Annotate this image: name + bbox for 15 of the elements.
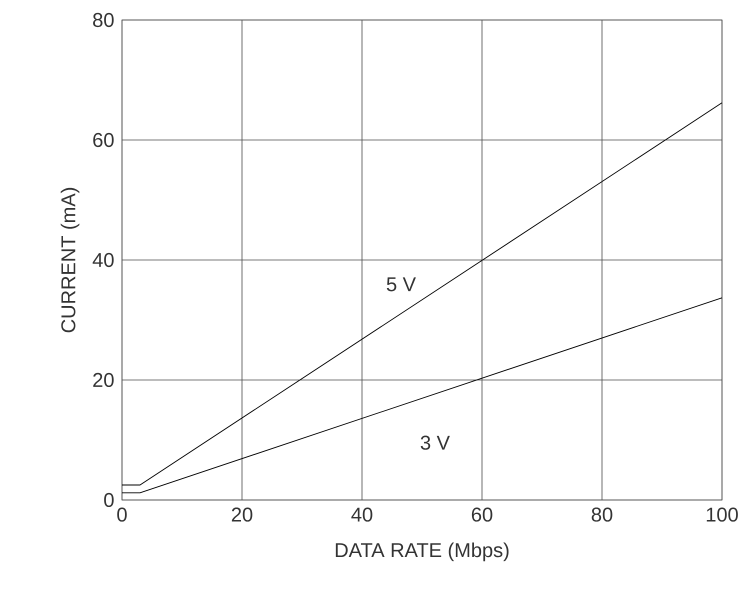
x-tick-label: 20 — [232, 508, 252, 522]
y-tick-label: 60 — [93, 132, 114, 148]
y-axis-title: CURRENT (mA) — [60, 188, 80, 332]
y-tick-label: 40 — [92, 252, 114, 268]
y-tick-label: 0 — [104, 492, 114, 508]
x-tick-label: 60 — [472, 508, 492, 522]
y-tick-label: 20 — [93, 372, 114, 388]
y-tick-label: 80 — [93, 12, 114, 28]
x-axis-title: DATA RATE (Mbps) — [336, 542, 509, 562]
x-tick-label: 40 — [351, 508, 372, 522]
x-tick-label: 0 — [117, 508, 127, 522]
x-tick-label: 100 — [706, 508, 738, 522]
series-label: 5 V — [386, 277, 416, 292]
x-tick-label: 80 — [592, 508, 612, 522]
series-label: 3 V — [420, 436, 450, 450]
